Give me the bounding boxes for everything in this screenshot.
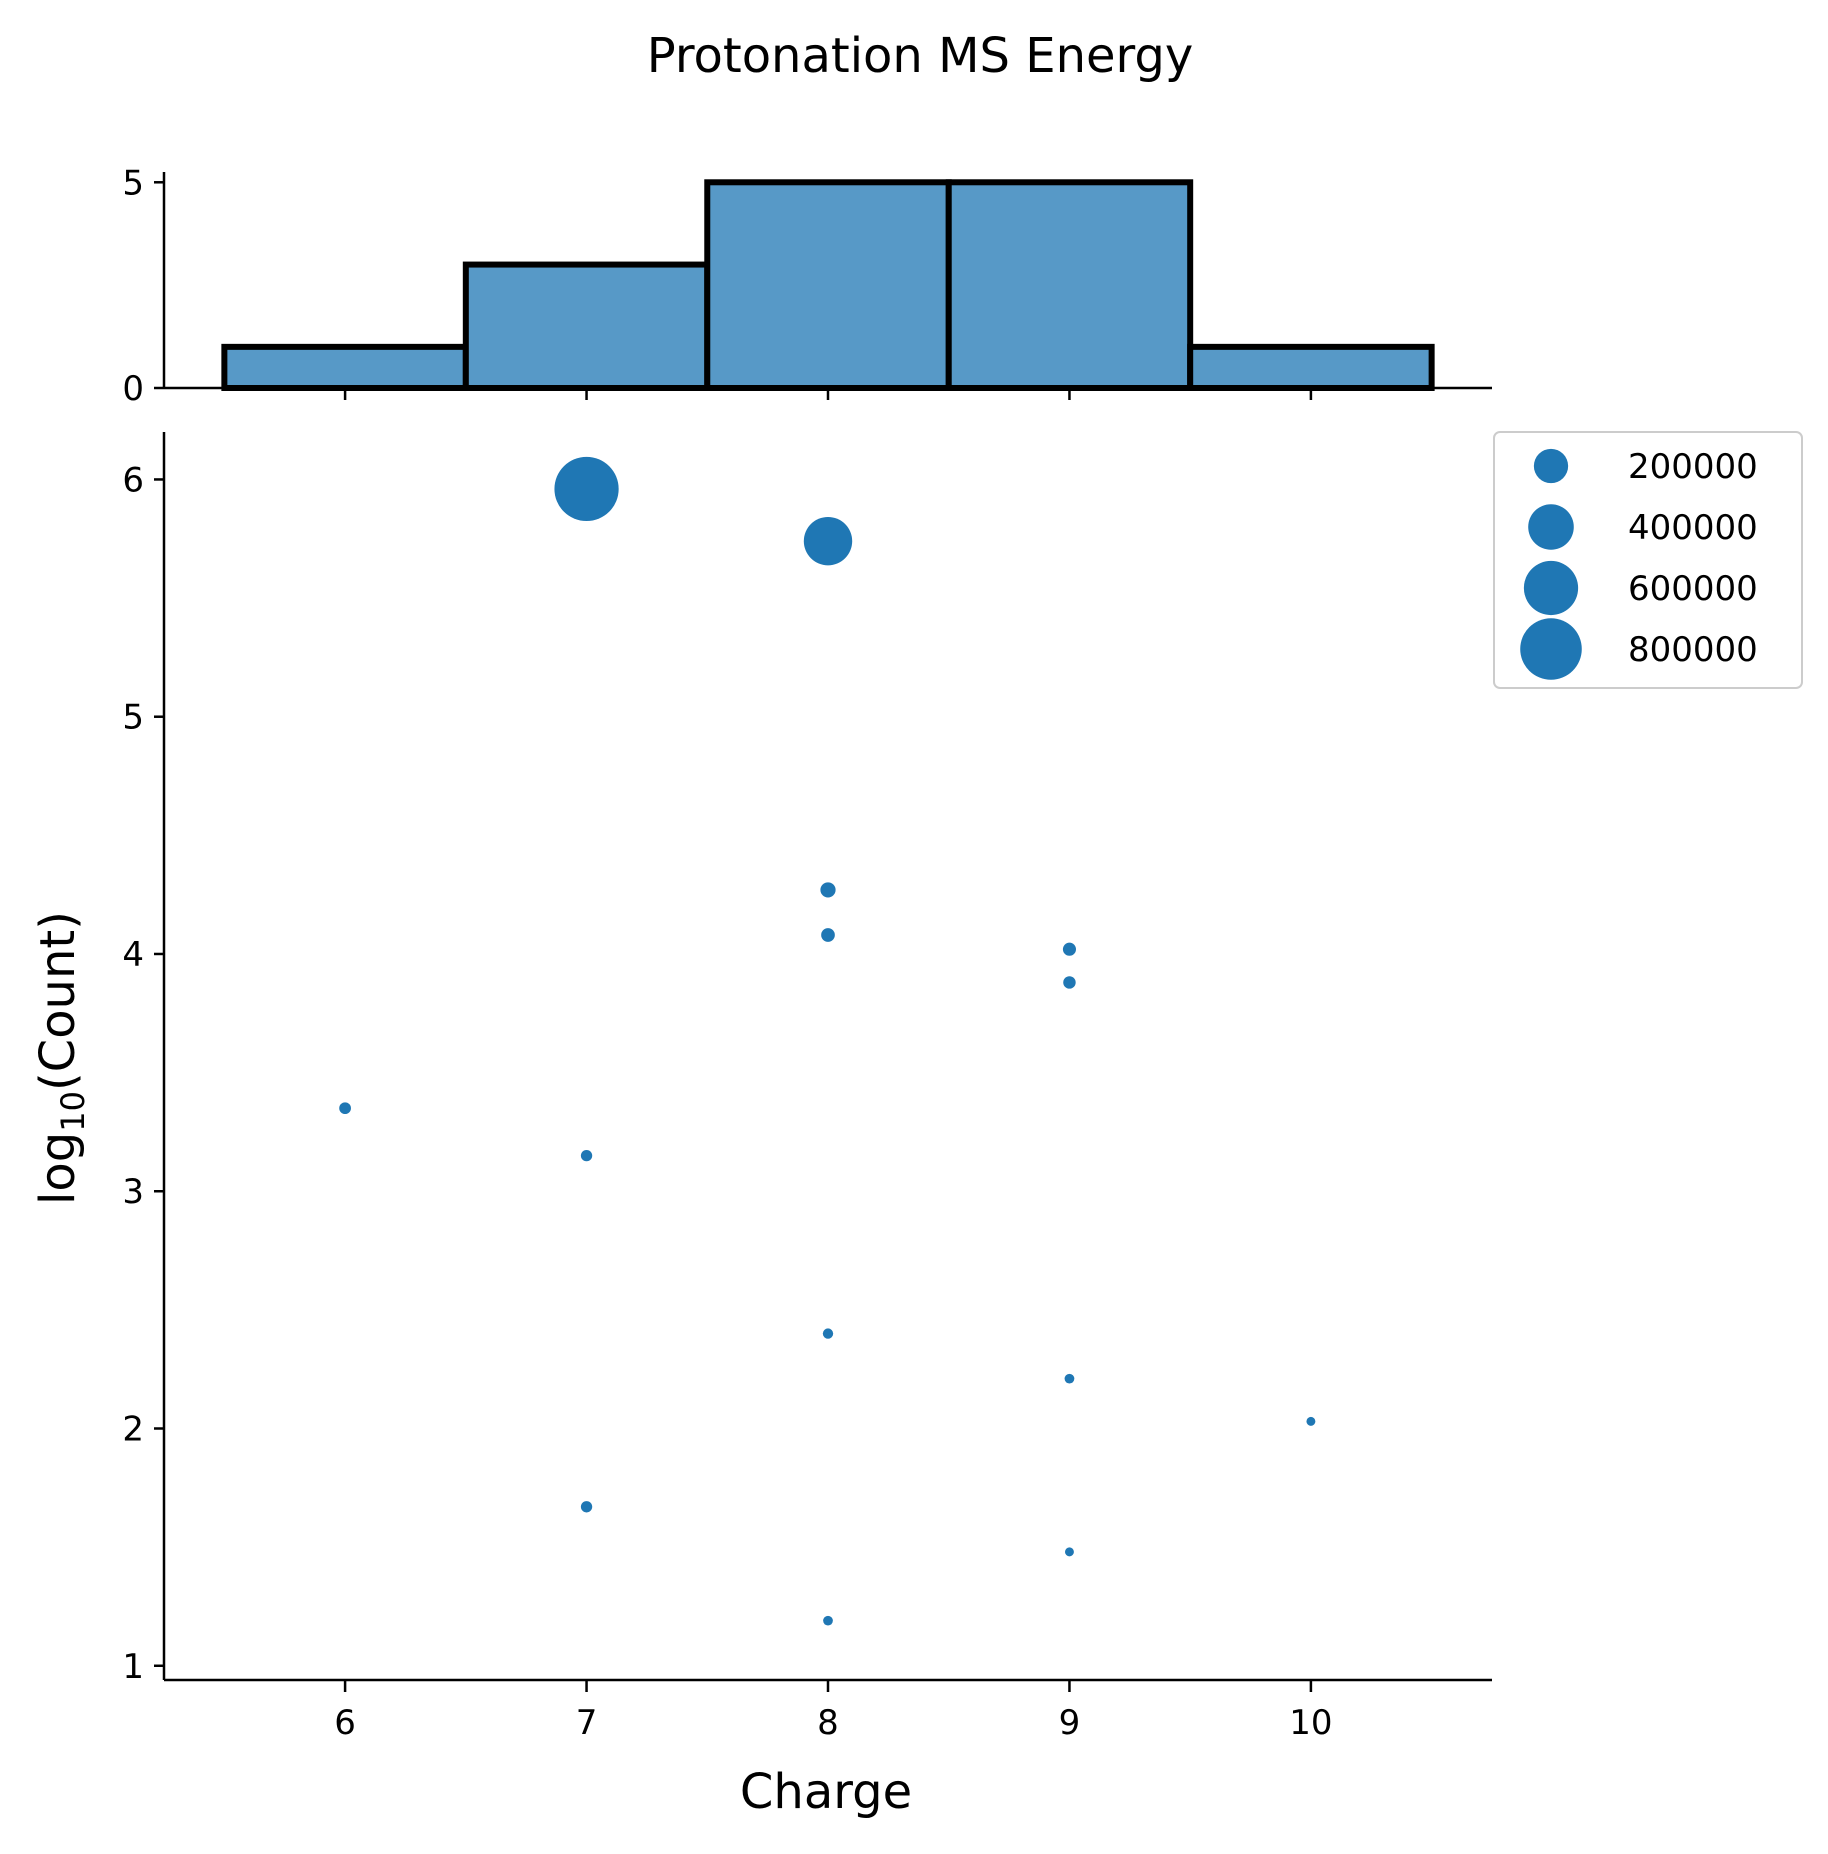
scatter-point	[822, 1328, 834, 1339]
scatter-point	[1306, 1416, 1316, 1426]
x-tick-label: 10	[1289, 1703, 1332, 1743]
histogram-y-tick-label: 0	[122, 369, 144, 409]
y-tick-label: 1	[122, 1647, 144, 1687]
histogram-bar-1	[221, 343, 469, 392]
y-axis-label-log: log	[30, 1132, 86, 1205]
y-axis-label-count: (Count)	[30, 911, 86, 1091]
x-axis-label: Charge	[740, 1764, 912, 1820]
scatter-point	[554, 456, 619, 522]
legend-label: 200000	[1628, 447, 1758, 487]
scatter-point	[1062, 942, 1077, 956]
chart-title: Protonation MS Energy	[647, 28, 1194, 84]
scatter-point	[1064, 1373, 1075, 1384]
legend-marker	[1523, 560, 1579, 616]
scatter-point	[339, 1102, 351, 1115]
scatter-point	[820, 882, 836, 898]
legend-marker	[1528, 504, 1574, 550]
scatter-points	[339, 456, 1316, 1626]
scatter-point	[823, 1615, 833, 1626]
scatter-point	[580, 1149, 593, 1162]
histogram-bar-3	[704, 179, 952, 391]
y-tick-label: 3	[122, 1172, 144, 1212]
legend-marker	[1533, 448, 1569, 484]
y-tick-label: 6	[122, 460, 144, 500]
histogram-axes: 05	[122, 163, 1492, 409]
histogram-bar-2	[462, 261, 711, 392]
scatter-point	[803, 516, 853, 566]
scatter-point	[821, 928, 835, 942]
legend-box	[1493, 431, 1803, 689]
legend-marker	[1520, 618, 1582, 680]
x-tick-label: 6	[334, 1703, 356, 1743]
legend-label: 600000	[1628, 569, 1758, 609]
histogram-bar-5	[1187, 343, 1435, 392]
size-legend: 200000 400000 600000 800000	[1493, 431, 1803, 689]
y-tick-label: 4	[122, 935, 144, 975]
y-tick-label: 5	[122, 698, 144, 738]
legend-label: 800000	[1628, 630, 1758, 670]
histogram-y-tick-label: 5	[122, 163, 144, 203]
histogram-bar-4	[945, 179, 1194, 391]
scatter-point	[1064, 1547, 1074, 1557]
scatter-axes: 1 2 3 4 5 6 6 7 8 9 10	[122, 432, 1492, 1743]
legend-label: 400000	[1628, 508, 1758, 548]
y-axis-label-subscript: 10	[54, 1091, 92, 1132]
y-tick-label: 2	[122, 1410, 144, 1450]
scatter-point	[1063, 976, 1076, 989]
marginal-histogram	[221, 179, 1435, 392]
x-tick-label: 9	[1059, 1703, 1081, 1743]
y-axis-label: log10(Count)	[30, 911, 92, 1205]
x-tick-label: 8	[817, 1703, 839, 1743]
scatter-point	[580, 1501, 593, 1513]
x-tick-label: 7	[576, 1703, 598, 1743]
